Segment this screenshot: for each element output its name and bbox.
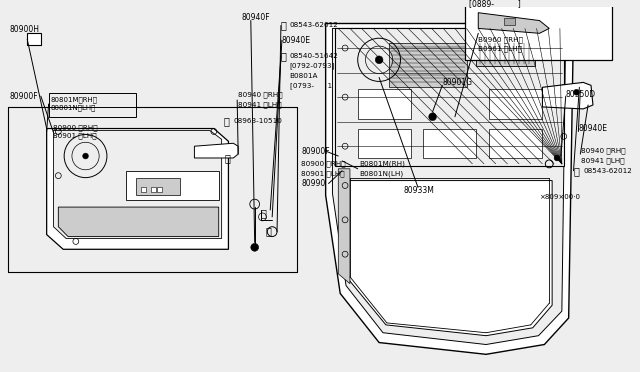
Text: Ⓢ: Ⓢ xyxy=(260,208,266,218)
Polygon shape xyxy=(332,28,566,344)
Bar xyxy=(423,129,476,158)
Text: 80941 〈LH〉: 80941 〈LH〉 xyxy=(238,102,282,108)
Polygon shape xyxy=(54,131,221,238)
Polygon shape xyxy=(126,171,219,200)
Text: 08963-10510: 08963-10510 xyxy=(234,118,282,124)
Text: 80933M: 80933M xyxy=(403,186,435,195)
Text: 80901 〈LH〉: 80901 〈LH〉 xyxy=(54,132,97,139)
Text: Ⓢ: Ⓢ xyxy=(281,20,287,31)
Text: 08543-62012: 08543-62012 xyxy=(290,22,339,29)
Bar xyxy=(358,89,411,119)
Bar xyxy=(389,43,467,87)
Bar xyxy=(28,33,41,45)
Text: 80901G: 80901G xyxy=(442,78,472,87)
Text: 80940E: 80940E xyxy=(282,36,311,45)
Circle shape xyxy=(429,113,436,121)
Text: 80900F: 80900F xyxy=(10,92,38,101)
Text: 80950D: 80950D xyxy=(566,90,596,99)
Text: 80940 〈RH〉: 80940 〈RH〉 xyxy=(581,148,626,154)
Text: B0801N(LH): B0801N(LH) xyxy=(360,170,404,177)
Polygon shape xyxy=(335,28,564,166)
Polygon shape xyxy=(47,129,228,249)
Text: Ⓢ: Ⓢ xyxy=(266,227,271,237)
Text: [0792-0793]: [0792-0793] xyxy=(290,62,335,69)
Text: ×809×00·0: ×809×00·0 xyxy=(540,194,580,200)
Text: 80941 〈LH〉: 80941 〈LH〉 xyxy=(581,158,625,164)
Text: 80801M〈RH〉: 80801M〈RH〉 xyxy=(51,97,97,103)
Bar xyxy=(150,187,156,192)
Bar xyxy=(141,187,146,192)
Polygon shape xyxy=(348,180,552,336)
Text: B0801M(RH): B0801M(RH) xyxy=(360,161,406,167)
Polygon shape xyxy=(195,143,238,158)
Circle shape xyxy=(83,153,88,159)
Circle shape xyxy=(251,243,259,251)
Bar xyxy=(157,187,163,192)
Text: 08540-51642: 08540-51642 xyxy=(290,53,339,59)
Text: [0793-      1: [0793- 1 xyxy=(290,82,332,89)
Text: Ⓝ: Ⓝ xyxy=(223,116,230,126)
Bar xyxy=(504,17,515,25)
Text: Ⓢ: Ⓢ xyxy=(573,166,579,176)
Text: 80940F: 80940F xyxy=(241,13,269,22)
Text: 80900 〈RH〉: 80900 〈RH〉 xyxy=(54,124,98,131)
Text: 80801N〈LH〉: 80801N〈LH〉 xyxy=(51,105,96,111)
Polygon shape xyxy=(478,13,549,33)
Polygon shape xyxy=(58,207,219,237)
Text: 80990: 80990 xyxy=(301,179,326,188)
Text: B0961 〈LH〉: B0961 〈LH〉 xyxy=(478,46,522,52)
Circle shape xyxy=(375,56,383,64)
Bar xyxy=(465,0,612,60)
Text: Ⓢ: Ⓢ xyxy=(281,51,287,61)
Text: Ⓝ: Ⓝ xyxy=(225,153,230,163)
Text: [0889-          ]: [0889- ] xyxy=(468,0,520,8)
Text: 80940 〈RH〉: 80940 〈RH〉 xyxy=(238,92,283,99)
Text: 80901 〈LH〉: 80901 〈LH〉 xyxy=(301,170,345,177)
Bar xyxy=(358,129,411,158)
Bar xyxy=(8,107,298,272)
Bar xyxy=(476,41,534,66)
Bar xyxy=(49,93,136,117)
Polygon shape xyxy=(326,23,573,354)
Bar xyxy=(136,177,180,195)
Text: B0801A: B0801A xyxy=(290,73,318,78)
Polygon shape xyxy=(543,83,593,109)
Circle shape xyxy=(554,155,560,161)
Text: 80900F: 80900F xyxy=(301,147,330,155)
Text: 08543-62012: 08543-62012 xyxy=(583,168,632,174)
Circle shape xyxy=(573,89,579,95)
Bar xyxy=(489,129,543,158)
Bar xyxy=(489,89,543,119)
Polygon shape xyxy=(339,169,350,283)
Text: 80900 〈RH〉: 80900 〈RH〉 xyxy=(301,161,346,167)
Text: B0960 〈RH〉: B0960 〈RH〉 xyxy=(478,36,524,42)
Text: 80900H: 80900H xyxy=(10,25,40,34)
Text: 80940E: 80940E xyxy=(579,124,607,133)
